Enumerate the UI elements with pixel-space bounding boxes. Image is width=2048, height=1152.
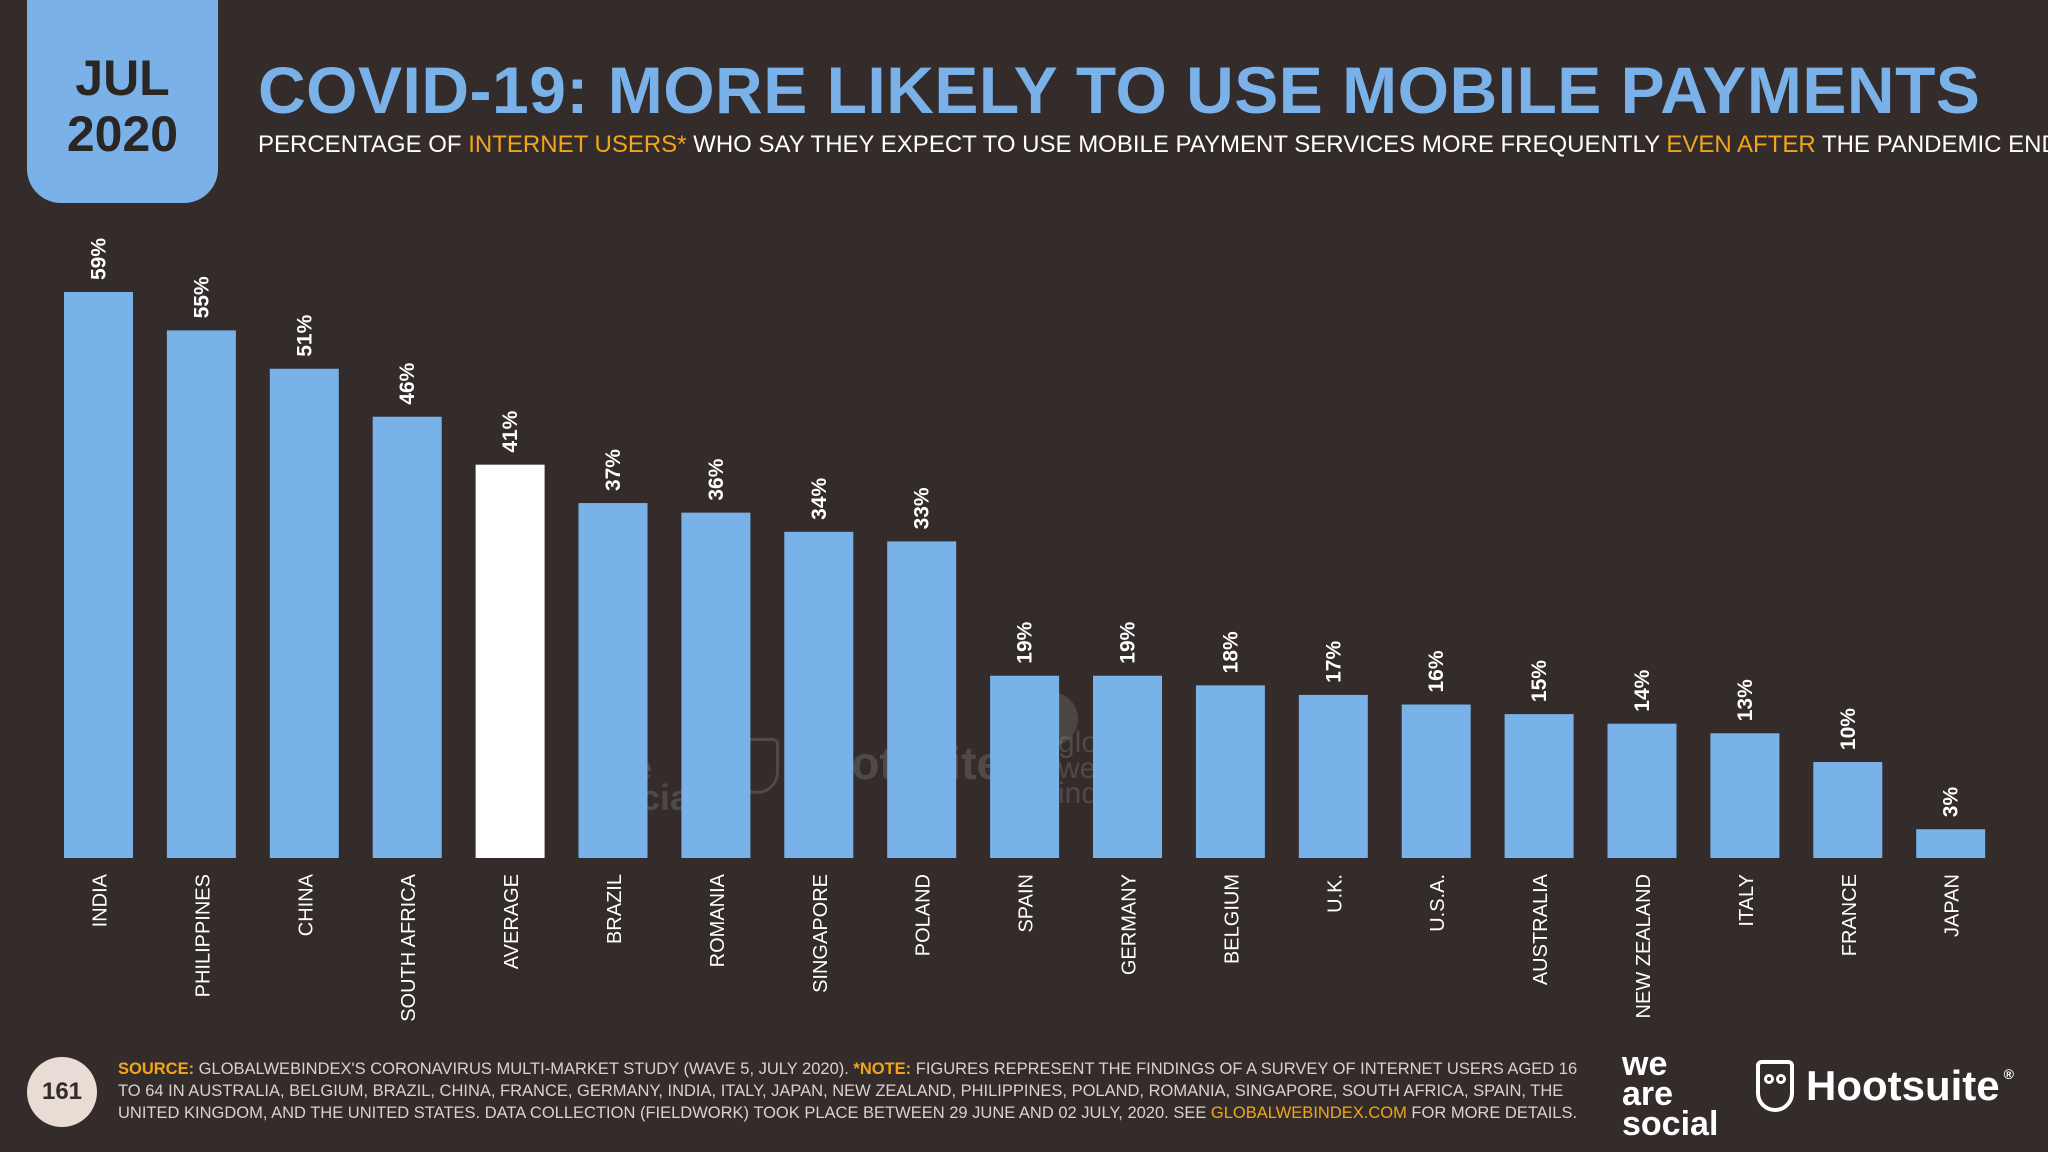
bar-singapore — [784, 531, 854, 858]
bar-spain — [990, 675, 1060, 858]
bar-china — [269, 368, 339, 858]
note-label: *NOTE: — [853, 1060, 912, 1078]
date-year: 2020 — [66, 105, 179, 162]
category-label: SPAIN — [1016, 874, 1038, 933]
source-link[interactable]: GLOBALWEBINDEX.COM — [1210, 1104, 1407, 1122]
bar-value-label: 51% — [293, 314, 316, 356]
bar-value-label: 16% — [1425, 650, 1448, 692]
bar-new-zealand — [1607, 723, 1677, 858]
category-label: FRANCE — [1839, 874, 1861, 956]
bar-value-label: 13% — [1734, 679, 1757, 721]
bar-value-label: 46% — [396, 362, 419, 404]
logo-line: we — [1622, 1045, 1668, 1083]
category-label: PHILIPPINES — [192, 874, 214, 997]
hootsuite-logo: Hootsuite ® — [1756, 1060, 2014, 1112]
bar-value-label: 55% — [190, 276, 213, 318]
bar-value-label: 17% — [1322, 641, 1345, 683]
category-label: SOUTH AFRICA — [398, 873, 420, 1021]
registered-mark: ® — [2003, 1066, 2014, 1082]
bar-italy — [1710, 733, 1780, 858]
page-title: COVID-19: MORE LIKELY TO USE MOBILE PAYM… — [258, 53, 1981, 127]
subtitle-part: WHO SAY THEY EXPECT TO USE MOBILE PAYMEN… — [686, 131, 1667, 158]
bar-south-africa — [372, 416, 442, 858]
logo-line: are — [1622, 1074, 1674, 1113]
category-label: INDIA — [90, 873, 112, 927]
category-label: AUSTRALIA — [1530, 873, 1552, 985]
date-month: JUL — [75, 49, 170, 106]
source-note: SOURCE: GLOBALWEBINDEX'S CORONAVIRUS MUL… — [118, 1058, 1578, 1124]
bar-philippines — [166, 330, 236, 858]
bar-value-label: 3% — [1940, 787, 1963, 818]
category-label: U.K. — [1324, 874, 1346, 913]
bar-value-label: 33% — [911, 487, 934, 529]
owl-icon — [1756, 1060, 1794, 1112]
bar-france — [1813, 762, 1883, 858]
category-label: JAPAN — [1942, 874, 1964, 937]
bar-poland — [887, 541, 957, 858]
bar-value-label: 10% — [1837, 708, 1860, 750]
category-label: BRAZIL — [604, 874, 626, 944]
category-label: SINGAPORE — [810, 874, 832, 993]
subtitle-highlight: EVEN AFTER — [1666, 131, 1816, 158]
bar-u-s-a — [1401, 704, 1471, 858]
bar-value-label: 18% — [1219, 631, 1242, 673]
subtitle-highlight: INTERNET USERS* — [468, 131, 687, 158]
category-label: AVERAGE — [501, 874, 523, 969]
source-label: SOURCE: — [118, 1060, 195, 1078]
bar-value-label: 34% — [808, 477, 831, 519]
bar-value-label: 14% — [1631, 669, 1654, 711]
category-label: NEW ZEALAND — [1633, 874, 1655, 1018]
category-label: ITALY — [1736, 874, 1758, 927]
subtitle-part: PERCENTAGE OF — [258, 131, 469, 158]
bar-value-label: 19% — [1014, 621, 1037, 663]
logo-line: social — [1622, 1104, 1719, 1143]
bar-value-label: 19% — [1117, 621, 1140, 663]
bar-value-label: 37% — [602, 449, 625, 491]
bar-average — [475, 464, 545, 858]
bar-japan — [1916, 829, 1986, 858]
we-are-social-logo: we are social — [1622, 1045, 1719, 1143]
bar-germany — [1093, 675, 1162, 858]
source-tail: FOR MORE DETAILS. — [1406, 1104, 1578, 1122]
category-label: BELGIUM — [1221, 874, 1243, 964]
hootsuite-logo-text: Hootsuite — [1806, 1062, 2000, 1109]
bar-value-label: 15% — [1528, 660, 1551, 702]
category-label: GERMANY — [1119, 874, 1141, 975]
source-text: GLOBALWEBINDEX'S CORONAVIRUS MULTI-MARKE… — [194, 1060, 854, 1078]
category-label: CHINA — [295, 873, 317, 936]
bar-value-label: 59% — [88, 238, 111, 280]
bar-brazil — [578, 503, 648, 858]
bar-u-k — [1298, 694, 1368, 858]
bar-india — [64, 292, 133, 858]
bar-belgium — [1195, 685, 1265, 858]
page-subtitle: PERCENTAGE OF INTERNET USERS* WHO SAY TH… — [258, 131, 2048, 159]
note-text: FIGURES REPRESENT THE FINDINGS OF A SURV… — [118, 1060, 1578, 1122]
bar-chart: 59% INDIA 55% PHILIPPINES 51% CHINA 46% SOUTH A… — [64, 238, 1986, 1022]
subtitle-part: THE PANDEMIC ENDS — [1821, 131, 2048, 158]
bar-australia — [1504, 714, 1574, 858]
category-label: U.S.A. — [1427, 874, 1449, 932]
page-number: 161 — [27, 1057, 97, 1127]
date-badge: JUL 2020 — [27, 0, 218, 203]
bar-romania — [681, 512, 751, 858]
bar-value-label: 41% — [499, 410, 522, 452]
category-label: ROMANIA — [707, 873, 729, 967]
category-label: POLAND — [913, 874, 935, 956]
bar-value-label: 36% — [705, 458, 728, 500]
